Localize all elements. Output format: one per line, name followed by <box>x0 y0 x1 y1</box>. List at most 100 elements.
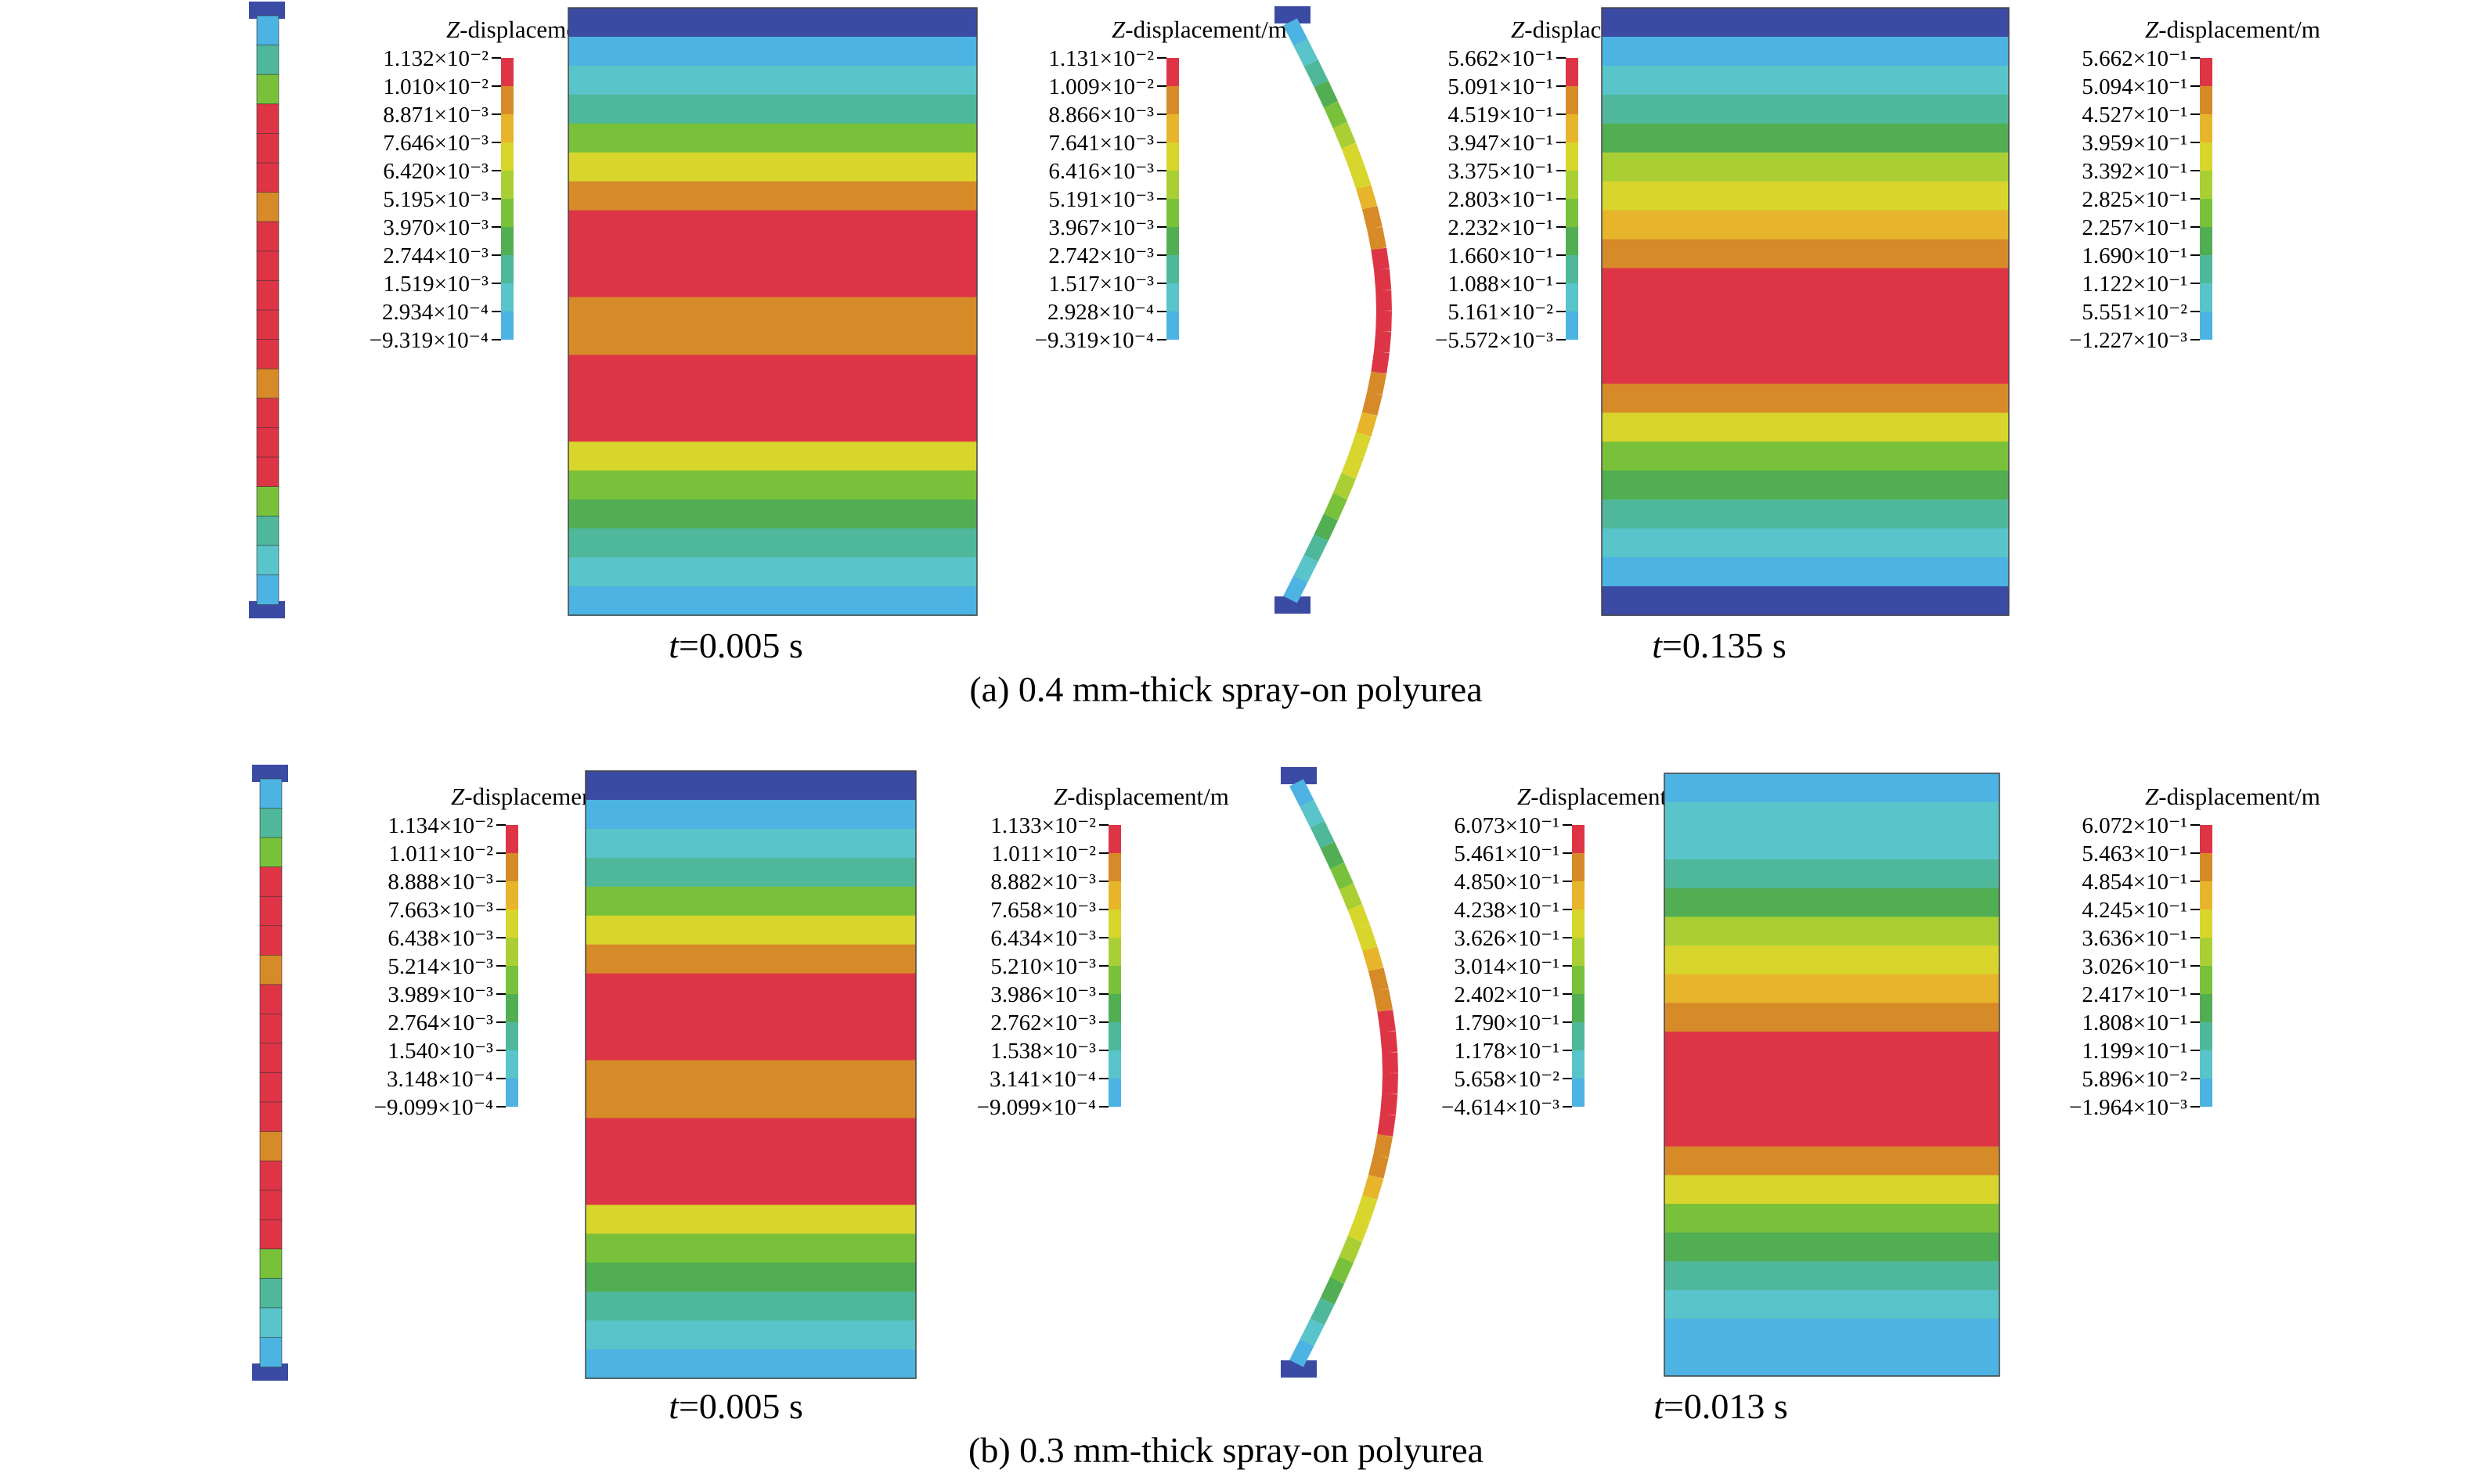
strip-segment <box>256 45 279 76</box>
colorbar-tick-label: 5.658×10⁻² <box>1454 1067 1559 1092</box>
contour-band <box>1602 123 2009 153</box>
contour-band <box>568 239 977 269</box>
colorbar-tick-label: 5.662×10⁻¹ <box>2082 46 2187 71</box>
colorbar-tick-label: 1.133×10⁻² <box>990 813 1096 838</box>
colorbar-segment <box>2200 1050 2212 1079</box>
colorbar-segment <box>1566 255 1578 283</box>
time-label-text: =0.005 s <box>679 1386 803 1426</box>
contour-band <box>586 915 916 946</box>
colorbar-tick-label: 5.091×10⁻¹ <box>1448 74 1553 99</box>
contour-band <box>1602 441 2009 472</box>
strip-segment <box>1300 1318 1325 1346</box>
strip-segment <box>1362 1174 1384 1200</box>
strip-segment <box>1320 841 1345 870</box>
legend-title-symbol: Z <box>446 16 460 43</box>
time-label: t=0.135 s <box>1652 625 1786 665</box>
support-top <box>1281 767 1317 784</box>
colorbar-tick-label: 3.026×10⁻¹ <box>2082 954 2187 979</box>
colorbar-segment <box>1109 966 1121 994</box>
colorbar-segment <box>2200 86 2212 114</box>
contour-band <box>568 557 977 587</box>
colorbar-segment <box>2200 966 2212 994</box>
colorbar-tick-label: 5.662×10⁻¹ <box>1448 46 1553 71</box>
colorbar <box>501 58 514 340</box>
contour-band <box>1602 152 2009 182</box>
colorbar-segment <box>2200 58 2212 86</box>
colorbar-tick-label: 3.141×10⁻⁴ <box>990 1067 1096 1092</box>
colorbar-segment <box>1572 1022 1585 1050</box>
contour-band <box>586 1205 916 1235</box>
colorbar-segment <box>1166 312 1179 340</box>
colorbar-tick-label: 1.808×10⁻¹ <box>2082 1010 2187 1036</box>
contour-band <box>1664 946 1999 975</box>
colorbar-tick-label: 3.392×10⁻¹ <box>2082 159 2187 184</box>
strip-segment <box>1314 513 1339 542</box>
contour-band <box>1664 888 1999 918</box>
colorbar-tick-label: 1.134×10⁻² <box>388 813 493 838</box>
panel-outline <box>1601 7 2010 616</box>
strip-segment <box>1361 391 1383 416</box>
strip-segment <box>259 984 283 1015</box>
contour-band <box>586 1060 916 1090</box>
time-label: t=0.005 s <box>669 625 803 665</box>
colorbar-segment <box>501 283 514 312</box>
colorbar-segment <box>1566 312 1578 340</box>
strip-segment <box>1303 59 1329 88</box>
time-label-text: =0.005 s <box>679 625 803 665</box>
colorbar-tick-label: 2.257×10⁻¹ <box>2082 215 2187 240</box>
contour-band <box>586 857 916 888</box>
colorbar-segment <box>2200 853 2212 881</box>
side-view-late <box>1281 767 1398 1378</box>
colorbar-segment <box>2200 142 2212 171</box>
strip-segment <box>259 1248 283 1280</box>
colorbar-tick-label: 3.967×10⁻³ <box>1048 215 1154 240</box>
contour-band <box>1602 499 2009 529</box>
colorbar-tick-label: 1.660×10⁻¹ <box>1448 243 1553 268</box>
colorbar-segment <box>2200 1079 2212 1107</box>
colorbar-tick-label: 5.463×10⁻¹ <box>2082 841 2187 866</box>
colorbar-segment <box>1166 171 1179 199</box>
colorbar-segment <box>1166 114 1179 142</box>
strip-segment <box>1293 38 1318 67</box>
strip-segment <box>256 515 279 546</box>
contour-band <box>568 355 977 385</box>
contour-band <box>1664 1204 1999 1234</box>
strip-segment <box>259 895 283 927</box>
strip-segment <box>1310 1298 1335 1326</box>
colorbar-tick-label: 3.636×10⁻¹ <box>2082 926 2187 951</box>
legend-title: Z-displacement/m <box>1054 783 1229 810</box>
contour-band <box>586 1291 916 1321</box>
colorbar-tick-label: 8.871×10⁻³ <box>383 103 489 128</box>
colorbar-tick-label: 7.641×10⁻³ <box>1048 131 1154 156</box>
colorbar-segment <box>1566 58 1578 86</box>
contour-band <box>1602 528 2009 558</box>
strip-segment <box>1293 554 1318 583</box>
colorbar-tick-label: −4.614×10⁻³ <box>1441 1095 1559 1120</box>
colorbar-tick-label: −5.572×10⁻³ <box>1435 328 1553 353</box>
strip-segment <box>1314 80 1339 108</box>
contour-band <box>1602 181 2009 211</box>
contour-band <box>1664 1089 1999 1118</box>
strip-segment <box>1300 800 1325 828</box>
colorbar-segment <box>1566 227 1578 255</box>
legend-title: Z-displacement/m <box>2145 16 2320 43</box>
support-bottom <box>249 601 285 618</box>
colorbar-tick-label: 3.148×10⁻⁴ <box>387 1067 493 1092</box>
face-view-late <box>1601 7 2010 616</box>
strip-segment <box>256 456 279 488</box>
colorbar-tick-label: 6.438×10⁻³ <box>388 926 493 951</box>
strip-segment <box>1362 946 1384 972</box>
colorbar-tick-label: 1.199×10⁻¹ <box>2082 1039 2187 1064</box>
strip-segment <box>259 1072 283 1103</box>
colorbar-segment <box>1166 58 1179 86</box>
time-label-symbol: t <box>1653 1386 1664 1426</box>
colorbar <box>506 825 518 1107</box>
support-bottom <box>252 1363 288 1381</box>
colorbar-tick-label: 2.744×10⁻³ <box>383 243 489 268</box>
colorbar-tick-label: 3.959×10⁻¹ <box>2082 131 2187 156</box>
contour-band <box>568 412 977 443</box>
colorbar-segment <box>2200 909 2212 938</box>
legend-title-text: -displacement/m <box>2158 16 2320 43</box>
strip-segment <box>259 866 283 898</box>
colorbar-tick-label: 5.461×10⁻¹ <box>1454 841 1559 866</box>
